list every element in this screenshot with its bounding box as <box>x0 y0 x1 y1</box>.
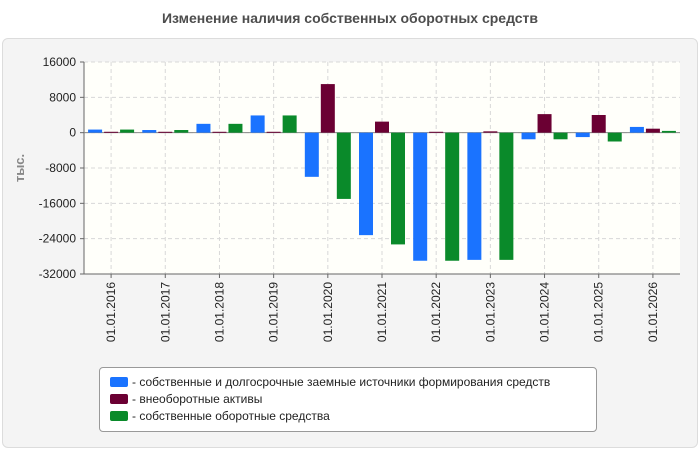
bar-series-1-01.01.2026 <box>645 128 660 133</box>
bar-series-2-01.01.2018 <box>228 123 243 133</box>
y-tick-label: -8000 <box>45 161 76 175</box>
bar-series-2-01.01.2025 <box>607 132 622 142</box>
legend-label-noncurrent-assets: - внеоборотные активы <box>132 391 263 406</box>
bar-series-1-01.01.2019 <box>266 131 281 133</box>
bar-series-1-01.01.2018 <box>212 131 227 133</box>
bar-series-1-01.01.2022 <box>429 131 444 133</box>
bar-series-1-01.01.2024 <box>537 114 552 133</box>
legend-item-working-capital: - собственные оборотные средства <box>110 407 586 424</box>
bar-series-1-01.01.2017 <box>158 131 173 133</box>
chart-title: Изменение наличия собственных оборотных … <box>161 10 539 26</box>
legend-swatch-sources <box>110 376 128 387</box>
bar-series-0-01.01.2025 <box>575 132 590 138</box>
bar-series-2-01.01.2020 <box>336 132 351 199</box>
y-tick-label: 0 <box>69 126 76 140</box>
bar-series-0-01.01.2018 <box>196 123 211 133</box>
chart-legend: - собственные и долгосрочные заемные ист… <box>99 367 597 432</box>
y-tick-label: 16000 <box>43 55 77 69</box>
bar-series-0-01.01.2023 <box>467 132 482 260</box>
x-tick-label: 01.01.2023 <box>483 282 497 342</box>
bar-series-2-01.01.2016 <box>120 129 135 133</box>
bar-series-0-01.01.2019 <box>250 115 265 133</box>
legend-swatch-working-capital <box>110 410 128 421</box>
bar-series-0-01.01.2026 <box>629 126 644 133</box>
bar-series-2-01.01.2024 <box>553 132 568 140</box>
bar-series-2-01.01.2026 <box>661 130 676 133</box>
legend-label-working-capital: - собственные оборотные средства <box>132 408 330 423</box>
x-tick-label: 01.01.2026 <box>646 282 660 342</box>
bar-series-0-01.01.2024 <box>521 132 536 140</box>
bar-series-0-01.01.2020 <box>304 132 319 177</box>
legend-item-sources: - собственные и долгосрочные заемные ист… <box>110 373 586 390</box>
bar-series-1-01.01.2016 <box>104 131 119 133</box>
x-tick-label: 01.01.2016 <box>104 282 118 342</box>
y-tick-label: -16000 <box>39 196 77 210</box>
bar-series-2-01.01.2022 <box>445 132 460 261</box>
bar-series-1-01.01.2023 <box>483 131 498 133</box>
legend-label-sources: - собственные и долгосрочные заемные ист… <box>132 374 551 389</box>
bar-series-2-01.01.2021 <box>391 132 405 245</box>
legend-item-noncurrent-assets: - внеоборотные активы <box>110 390 586 407</box>
bar-series-2-01.01.2019 <box>282 115 297 133</box>
bar-series-2-01.01.2023 <box>499 132 514 260</box>
bar-series-1-01.01.2021 <box>375 121 389 133</box>
bar-series-1-01.01.2025 <box>591 115 606 133</box>
bar-series-0-01.01.2017 <box>142 130 157 133</box>
bar-series-0-01.01.2021 <box>359 132 373 236</box>
x-tick-label: 01.01.2018 <box>212 282 226 342</box>
x-tick-label: 01.01.2025 <box>592 282 606 342</box>
x-tick-label: 01.01.2020 <box>321 282 335 342</box>
y-tick-label: -24000 <box>39 232 77 246</box>
y-axis-label: тыс. <box>12 154 27 182</box>
y-tick-label: 8000 <box>49 90 76 104</box>
x-tick-label: 01.01.2019 <box>267 282 281 342</box>
bar-series-2-01.01.2017 <box>174 130 189 133</box>
bar-series-1-01.01.2020 <box>320 84 335 133</box>
bar-series-0-01.01.2016 <box>88 129 103 133</box>
y-tick-label: -32000 <box>39 267 77 281</box>
legend-swatch-noncurrent-assets <box>110 393 128 404</box>
x-tick-label: 01.01.2024 <box>538 282 552 342</box>
x-tick-label: 01.01.2021 <box>375 282 389 342</box>
x-tick-label: 01.01.2022 <box>429 282 443 342</box>
x-tick-label: 01.01.2017 <box>158 282 172 342</box>
bar-series-0-01.01.2022 <box>413 132 428 261</box>
